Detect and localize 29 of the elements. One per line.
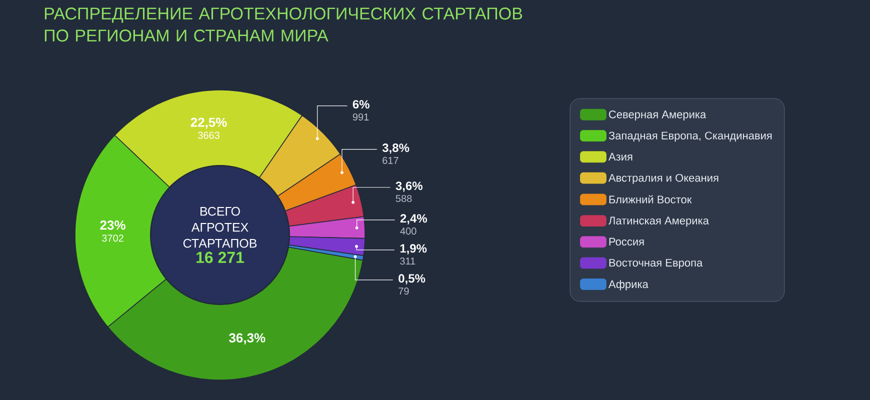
text: 311 <box>400 258 416 265</box>
legend-label: Латинская Америка <box>608 216 709 227</box>
legend-label: Северная Америка <box>609 110 706 120</box>
text: 400 <box>400 228 416 235</box>
text: 3663 <box>198 132 220 139</box>
data-label: 36,3% <box>229 333 266 344</box>
data-label: 3,6% <box>396 182 422 192</box>
text: 617 <box>382 156 398 164</box>
chart-title: РАСПРЕДЕЛЕНИЕ АГРОТЕХНОЛОГИЧЕСКИХ СТАРТАПОВ ПО РЕГИОНАМ И СТРАНАМ МИРА <box>44 8 522 42</box>
data-label: 23% <box>100 220 126 230</box>
text: 3702 <box>102 234 124 242</box>
legend-label: Россия <box>609 238 644 246</box>
legend-label: Ближний Восток <box>609 195 692 204</box>
text: ВСЕГО АГРОТЕХ СТАРТАПОВ <box>183 206 257 248</box>
data-label: 3,8% <box>382 144 410 154</box>
text: 79 <box>398 288 409 295</box>
legend-label: Азия <box>608 152 632 161</box>
data-label: 1,9% <box>400 244 427 254</box>
data-label: 0,5% <box>398 274 426 284</box>
legend-label: Африка <box>608 280 648 290</box>
text: 16 271 <box>196 252 244 264</box>
legend-label: Австралия и Океания <box>608 174 718 184</box>
data-label: 22,5% <box>190 118 227 129</box>
text: 991 <box>352 113 369 121</box>
legend-label: Восточная Европа <box>609 258 703 269</box>
legend-label: Западная Европа, Скандинавия <box>608 132 772 142</box>
text: 588 <box>396 194 412 202</box>
data-label: 6% <box>352 100 370 109</box>
data-label: 2,4% <box>400 214 428 224</box>
